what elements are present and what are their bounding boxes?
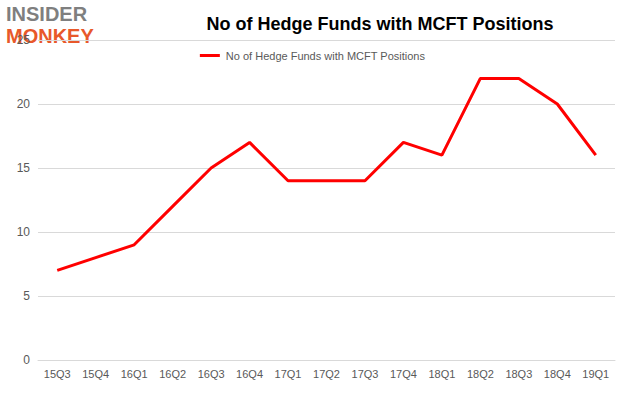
svg-text:INSIDER: INSIDER xyxy=(6,3,88,25)
svg-text:16Q4: 16Q4 xyxy=(236,368,263,380)
svg-text:5: 5 xyxy=(23,289,30,303)
svg-text:0: 0 xyxy=(23,353,30,367)
svg-text:18Q4: 18Q4 xyxy=(544,368,571,380)
svg-text:18Q2: 18Q2 xyxy=(467,368,494,380)
svg-text:18Q3: 18Q3 xyxy=(505,368,532,380)
svg-text:No of Hedge Funds with MCFT Po: No of Hedge Funds with MCFT Positions xyxy=(226,50,426,62)
svg-text:17Q3: 17Q3 xyxy=(352,368,379,380)
svg-text:10: 10 xyxy=(17,225,31,239)
svg-text:16Q2: 16Q2 xyxy=(159,368,186,380)
svg-text:17Q2: 17Q2 xyxy=(313,368,340,380)
svg-text:15Q4: 15Q4 xyxy=(82,368,109,380)
svg-text:16Q1: 16Q1 xyxy=(121,368,148,380)
svg-text:17Q1: 17Q1 xyxy=(275,368,302,380)
svg-text:25: 25 xyxy=(17,33,31,47)
svg-text:No of Hedge Funds with MCFT Po: No of Hedge Funds with MCFT Positions xyxy=(207,14,554,34)
svg-text:19Q1: 19Q1 xyxy=(582,368,609,380)
svg-text:16Q3: 16Q3 xyxy=(198,368,225,380)
svg-text:15Q3: 15Q3 xyxy=(44,368,71,380)
svg-text:18Q1: 18Q1 xyxy=(428,368,455,380)
svg-text:20: 20 xyxy=(17,97,31,111)
svg-text:MONKEY: MONKEY xyxy=(6,25,94,47)
svg-text:15: 15 xyxy=(17,161,31,175)
svg-text:17Q4: 17Q4 xyxy=(390,368,417,380)
